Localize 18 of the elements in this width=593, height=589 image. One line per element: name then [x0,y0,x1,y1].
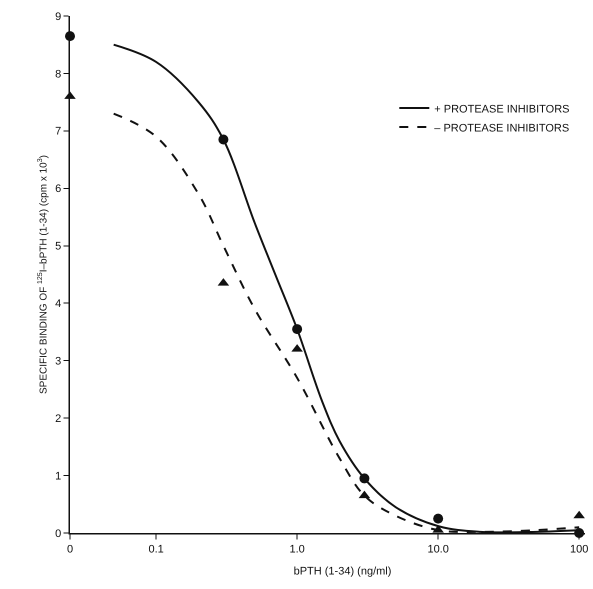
y-tick-label: 7 [55,126,62,138]
legend-label: – PROTEASE INHIBITORS [434,122,570,134]
x-tick-label: 1.0 [289,544,305,556]
y-tick-label: 1 [55,470,62,482]
y-tick-label: 5 [55,240,62,253]
x-axis-title: bPTH (1-34) (ng/ml) [294,566,392,578]
y-tick-label: 3 [55,356,62,368]
y-tick-label: 0 [55,528,62,540]
y-tick-label: 6 [55,183,62,196]
y-tick-label: 2 [55,412,62,425]
x-tick-label: 0 [66,544,74,556]
y-tick-label: 8 [55,68,62,80]
legend-label: + PROTEASE INHIBITORS [434,103,570,116]
x-tick-label: 0.1 [148,544,164,556]
y-tick-label: 4 [55,298,62,310]
y-tick-label: 9 [55,10,62,23]
x-tick-label: 10.0 [427,544,449,556]
x-tick-label: 100 [570,544,588,556]
